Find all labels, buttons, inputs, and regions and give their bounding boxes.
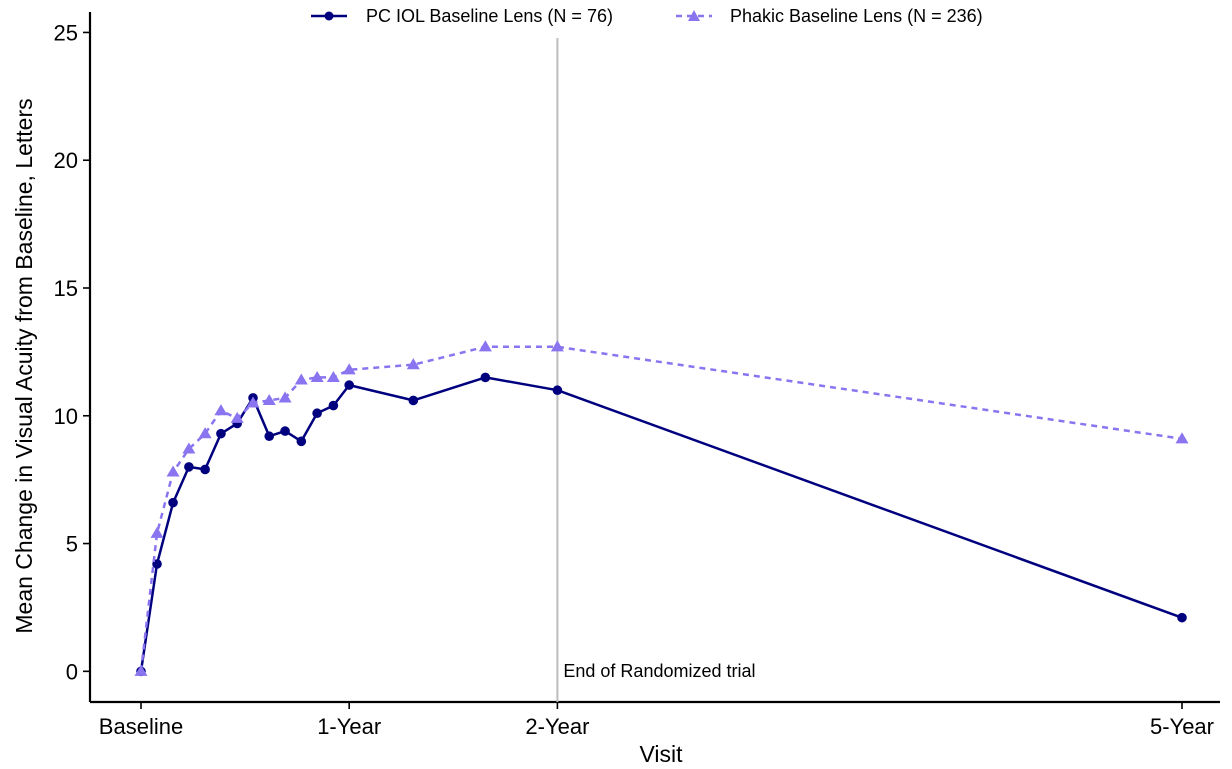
legend-label-pc-iol: PC IOL Baseline Lens (N = 76) <box>366 6 613 26</box>
data-point <box>409 396 419 406</box>
legend-item-phakic: Phakic Baseline Lens (N = 236) <box>676 6 983 26</box>
data-point <box>479 340 492 351</box>
y-axis: 0 5 10 15 20 25 <box>54 12 90 702</box>
legend-label-phakic: Phakic Baseline Lens (N = 236) <box>730 6 983 26</box>
legend: PC IOL Baseline Lens (N = 76) Phakic Bas… <box>311 6 983 26</box>
data-point <box>216 429 226 439</box>
data-point <box>327 371 340 382</box>
data-point <box>295 374 308 385</box>
y-axis-title: Mean Change in Visual Acuity from Baseli… <box>11 98 37 633</box>
y-tick-label: 15 <box>54 276 78 301</box>
data-point <box>1176 432 1189 443</box>
y-tick-label: 5 <box>66 532 78 557</box>
data-point <box>167 466 180 477</box>
series-line <box>141 377 1182 671</box>
series-line <box>141 347 1182 672</box>
data-point <box>264 431 274 441</box>
reference-line-label: End of Randomized trial <box>563 661 755 681</box>
data-point <box>200 465 210 475</box>
x-tick-label: Baseline <box>99 714 183 739</box>
x-tick-label: 2-Year <box>525 714 589 739</box>
data-point <box>151 527 164 538</box>
data-point <box>297 437 307 447</box>
series-1 <box>135 340 1189 676</box>
series-layer <box>135 340 1189 676</box>
data-point <box>214 404 227 415</box>
data-point <box>280 426 290 436</box>
y-tick-label: 0 <box>66 659 78 684</box>
data-point <box>481 373 491 383</box>
data-point <box>199 427 212 438</box>
data-point <box>168 498 178 508</box>
x-axis-title: Visit <box>639 741 683 767</box>
data-point <box>553 385 563 395</box>
y-tick-label: 10 <box>54 404 78 429</box>
y-tick-label: 20 <box>54 148 78 173</box>
reference-line-group: End of Randomized trial <box>557 38 755 702</box>
legend-item-pc-iol: PC IOL Baseline Lens (N = 76) <box>311 6 613 26</box>
data-point <box>184 462 194 472</box>
data-point <box>344 380 354 390</box>
series-0 <box>136 373 1187 676</box>
x-tick-label: 5-Year <box>1150 714 1214 739</box>
data-point <box>329 401 339 411</box>
data-point <box>1177 613 1187 623</box>
data-point <box>279 391 292 402</box>
x-tick-label: 1-Year <box>317 714 381 739</box>
data-point <box>312 408 322 418</box>
x-axis: Baseline 1-Year 2-Year 5-Year <box>90 702 1220 739</box>
legend-swatch-marker-pc-iol <box>325 12 334 21</box>
y-tick-label: 25 <box>54 20 78 45</box>
